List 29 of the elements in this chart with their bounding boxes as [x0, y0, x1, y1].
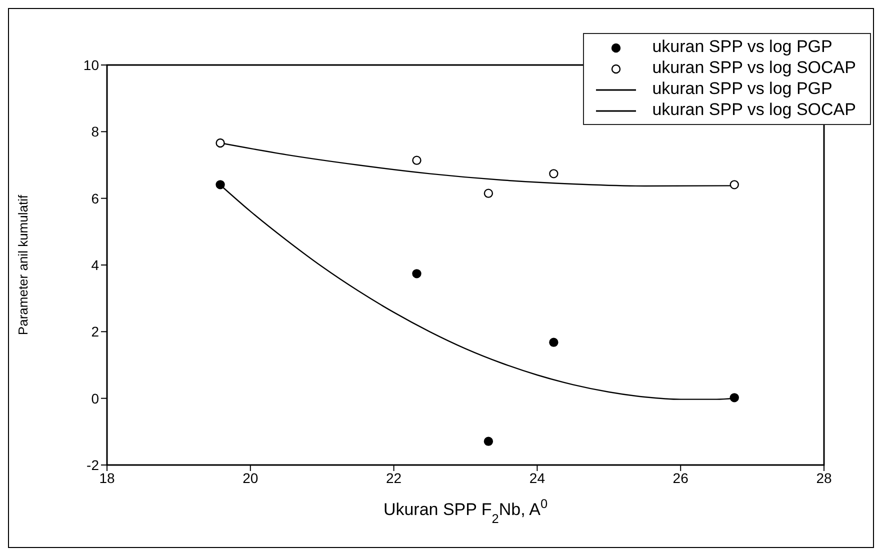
y-tick-label: 8 [91, 124, 100, 140]
y-tick-label: 6 [91, 190, 100, 206]
legend-label: ukuran SPP vs log SOCAP [652, 100, 856, 119]
x-tick-label: 20 [242, 470, 258, 486]
legend-label: ukuran SPP vs log PGP [652, 79, 832, 98]
point [484, 188, 494, 198]
x-tick-label: 18 [99, 470, 115, 486]
x-tick-label: 24 [529, 470, 546, 486]
y-axis-title: Parameter anil kumulatif [16, 194, 31, 336]
legend-label: ukuran SPP vs log SOCAP [652, 58, 856, 77]
legend-label: ukuran SPP vs log PGP [652, 37, 832, 56]
point [412, 156, 422, 165]
x-tick-label: 26 [672, 470, 689, 486]
point [549, 338, 558, 347]
y-tick-label: 4 [91, 256, 100, 273]
y-tick-label: 2 [91, 324, 100, 340]
point [549, 169, 558, 178]
x-tick-label: 22 [386, 470, 402, 486]
point [412, 269, 422, 278]
x-tick-label: 28 [816, 470, 832, 486]
point [730, 180, 739, 190]
y-tick-label: -2 [86, 456, 100, 473]
point [216, 180, 225, 190]
x-axis-title: Ukuran SPP F$_{2}$Nb, A$^{0}$ [383, 496, 548, 526]
y-tick-label: 10 [83, 56, 100, 73]
point [216, 138, 225, 148]
point [730, 393, 739, 402]
y-tick-label: 0 [91, 390, 100, 406]
point [484, 436, 494, 446]
